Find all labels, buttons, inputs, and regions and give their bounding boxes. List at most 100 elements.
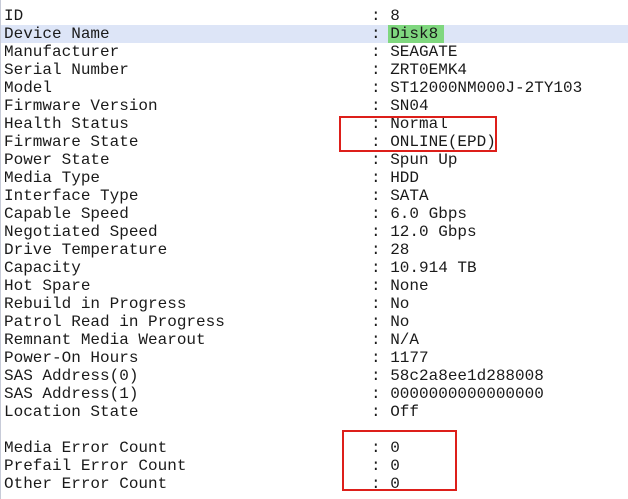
colon-separator: : xyxy=(371,277,391,295)
colon-separator: : xyxy=(371,151,391,169)
colon-separator: : xyxy=(371,43,391,61)
property-label: Power State xyxy=(4,151,110,169)
property-value: 0000000000000000 xyxy=(390,385,544,403)
property-value: 0 xyxy=(390,475,400,493)
property-value: 10.914 TB xyxy=(390,259,477,277)
property-row: Health Status: Normal xyxy=(1,115,628,133)
property-row: Drive Temperature: 28 xyxy=(1,241,628,259)
colon-separator: : xyxy=(371,25,391,43)
property-value: No xyxy=(390,313,410,331)
colon-separator: : xyxy=(371,403,391,421)
property-label: SAS Address(0) xyxy=(4,367,139,385)
property-row: Interface Type: SATA xyxy=(1,187,628,205)
property-value: ONLINE(EPD) xyxy=(390,133,496,151)
property-value: 1177 xyxy=(390,349,429,367)
property-label: Manufacturer xyxy=(4,43,120,61)
property-row: SAS Address(1): 0000000000000000 xyxy=(1,385,628,403)
colon-separator: : xyxy=(371,385,391,403)
property-label: Health Status xyxy=(4,115,129,133)
property-label: Remnant Media Wearout xyxy=(4,331,206,349)
property-row: Power State: Spun Up xyxy=(1,151,628,169)
property-value: SATA xyxy=(390,187,429,205)
property-list: ID: 8 Device Name: Disk8 Manufacturer: SEA… xyxy=(1,7,628,493)
property-row: Prefail Error Count: 0 xyxy=(1,457,628,475)
property-label: Serial Number xyxy=(4,61,129,79)
property-value: 28 xyxy=(390,241,410,259)
property-row: Firmware Version: SN04 xyxy=(1,97,628,115)
property-row: Capable Speed: 6.0 Gbps xyxy=(1,205,628,223)
property-row: Hot Spare: None xyxy=(1,277,628,295)
colon-separator: : xyxy=(371,457,391,475)
property-row: Location State: Off xyxy=(1,403,628,421)
property-label: Location State xyxy=(4,403,139,421)
colon-separator: : xyxy=(371,331,391,349)
property-row: Power-On Hours: 1177 xyxy=(1,349,628,367)
property-row: ID: 8 xyxy=(1,7,628,25)
property-value: 12.0 Gbps xyxy=(390,223,477,241)
property-row: Rebuild in Progress: No xyxy=(1,295,628,313)
colon-separator: : xyxy=(371,475,391,493)
property-row: Media Error Count: 0 xyxy=(1,439,628,457)
property-label: Prefail Error Count xyxy=(4,457,187,475)
property-value: ST12000NM000J-2TY103 xyxy=(390,79,583,97)
property-row: Remnant Media Wearout: N/A xyxy=(1,331,628,349)
property-value: 0 xyxy=(390,457,400,475)
property-label: Firmware State xyxy=(4,133,139,151)
property-row: Other Error Count: 0 xyxy=(1,475,628,493)
property-row: Model: ST12000NM000J-2TY103 xyxy=(1,79,628,97)
property-label: Media Error Count xyxy=(4,439,168,457)
property-label: Capacity xyxy=(4,259,81,277)
property-row: SAS Address(0): 58c2a8ee1d288008 xyxy=(1,367,628,385)
property-value: 8 xyxy=(390,7,400,25)
colon-separator: : xyxy=(371,439,391,457)
property-row: Manufacturer: SEAGATE xyxy=(1,43,628,61)
property-label: Media Type xyxy=(4,169,101,187)
property-label: SAS Address(1) xyxy=(4,385,139,403)
property-row: Negotiated Speed: 12.0 Gbps xyxy=(1,223,628,241)
property-row: Media Type: HDD xyxy=(1,169,628,187)
property-value: 0 xyxy=(390,439,400,457)
colon-separator: : xyxy=(371,241,391,259)
property-value: 58c2a8ee1d288008 xyxy=(390,367,544,385)
property-label: ID xyxy=(4,7,24,25)
property-label: Device Name xyxy=(4,25,110,43)
property-label: Hot Spare xyxy=(4,277,91,295)
colon-separator: : xyxy=(371,259,391,277)
property-value: None xyxy=(390,277,429,295)
colon-separator: : xyxy=(371,61,391,79)
colon-separator: : xyxy=(371,349,391,367)
colon-separator: : xyxy=(371,115,391,133)
property-row: Patrol Read in Progress: No xyxy=(1,313,628,331)
property-value: No xyxy=(390,295,410,313)
property-label: Patrol Read in Progress xyxy=(4,313,225,331)
colon-separator: : xyxy=(371,79,391,97)
property-label: Interface Type xyxy=(4,187,139,205)
property-label: Rebuild in Progress xyxy=(4,295,187,313)
colon-separator: : xyxy=(371,295,391,313)
colon-separator: : xyxy=(371,7,391,25)
colon-separator: : xyxy=(371,133,391,151)
property-value: 6.0 Gbps xyxy=(390,205,468,223)
property-label: Firmware Version xyxy=(4,97,158,115)
property-label: Model xyxy=(4,79,53,97)
colon-separator: : xyxy=(371,97,391,115)
property-label: Drive Temperature xyxy=(4,241,168,259)
property-label: Power-On Hours xyxy=(4,349,139,367)
colon-separator: : xyxy=(371,223,391,241)
colon-separator: : xyxy=(371,187,391,205)
property-value: Off xyxy=(390,403,420,421)
property-row: Capacity: 10.914 TB xyxy=(1,259,628,277)
property-row: Firmware State: ONLINE(EPD) xyxy=(1,133,628,151)
property-row: Serial Number: ZRT0EMK4 xyxy=(1,61,628,79)
colon-separator: : xyxy=(371,313,391,331)
property-value: HDD xyxy=(390,169,420,187)
property-value: N/A xyxy=(390,331,420,349)
selected-value: Disk8 xyxy=(388,25,445,43)
colon-separator: : xyxy=(371,367,391,385)
colon-separator: : xyxy=(371,205,391,223)
property-row: Device Name: Disk8 xyxy=(1,25,628,43)
colon-separator: : xyxy=(371,169,391,187)
property-value: SN04 xyxy=(390,97,429,115)
property-label: Negotiated Speed xyxy=(4,223,158,241)
